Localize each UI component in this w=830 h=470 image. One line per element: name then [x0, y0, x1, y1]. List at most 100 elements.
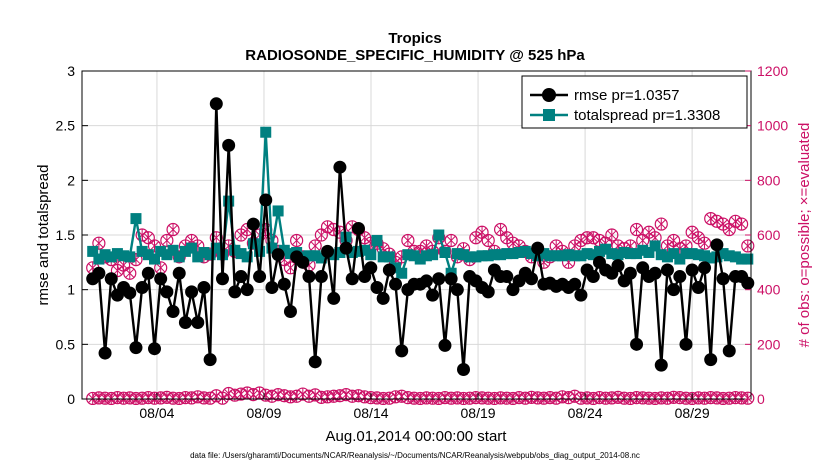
x-axis-label: Aug.01,2014 00:00:00 start: [326, 428, 508, 445]
rmse-point: [222, 138, 236, 152]
rmse-point: [741, 276, 755, 290]
totalspread-point: [643, 246, 655, 258]
rmse-point: [259, 193, 273, 207]
rmse-point: [426, 288, 440, 302]
totalspread-point: [550, 250, 562, 262]
legend-rmse-marker: [542, 88, 556, 102]
totalspread-point: [600, 243, 612, 255]
rmse-point: [574, 288, 588, 302]
rmse-point: [524, 272, 538, 286]
totalspread-point: [470, 251, 482, 263]
rmse-point: [123, 286, 137, 300]
legend: rmse pr=1.0357 totalspread pr=1.3308: [521, 75, 748, 129]
totalspread-point: [723, 250, 735, 262]
totalspread-point: [241, 251, 253, 263]
rmse-point: [135, 280, 149, 294]
rmse-point: [679, 337, 693, 351]
totalspread-point: [458, 249, 470, 261]
rmse-point: [104, 272, 118, 286]
obs-point: [735, 217, 749, 231]
totalspread-point: [569, 250, 581, 262]
totalspread-point: [476, 250, 488, 262]
x-tick-label: 08/14: [353, 405, 388, 421]
rmse-point: [178, 315, 192, 329]
y-tick-label: 2.5: [56, 118, 76, 134]
totalspread-point: [488, 249, 500, 261]
chart-title: Tropics: [388, 30, 441, 47]
chart-subtitle: RADIOSONDE_SPECIFIC_HUMIDITY @ 525 hPa: [245, 47, 585, 64]
rmse-point: [240, 283, 254, 297]
rmse-point: [215, 272, 229, 286]
x-axis: 08/04 08/09 08/14 08/19 08/24 08/29: [139, 393, 710, 421]
totalspread-point: [618, 246, 630, 258]
totalspread-point: [532, 250, 544, 262]
totalspread-point: [352, 245, 364, 257]
rmse-point: [586, 270, 600, 284]
totalspread-point: [186, 242, 198, 254]
totalspread-point: [495, 249, 507, 261]
rmse-point: [382, 263, 396, 277]
y2-tick-label: 200: [757, 336, 781, 352]
totalspread-point: [525, 248, 537, 260]
rmse-point: [395, 344, 409, 358]
totalspread-point: [99, 249, 111, 261]
totalspread-point: [229, 244, 241, 256]
rmse-point: [630, 337, 644, 351]
y2-tick-label: 800: [757, 172, 781, 188]
totalspread-point: [315, 252, 327, 264]
rmse-point: [691, 280, 705, 294]
totalspread-point: [439, 246, 451, 258]
obs-point: [166, 222, 180, 237]
rmse-point: [389, 277, 403, 291]
obs-point: [654, 217, 668, 231]
totalspread-point: [563, 249, 575, 261]
rmse-point: [444, 272, 458, 286]
totalspread-point: [105, 251, 117, 263]
totalspread-point: [575, 250, 587, 262]
obs-point: [710, 214, 724, 228]
y2-tick-label: 600: [757, 227, 781, 243]
totalspread-point: [556, 250, 568, 262]
rmse-point: [481, 285, 495, 299]
rmse-point: [364, 261, 378, 275]
totalspread-point: [377, 251, 389, 263]
obs-point: [481, 233, 495, 248]
totalspread-point: [655, 249, 667, 261]
totalspread-point: [328, 249, 340, 261]
totalspread-point: [198, 246, 210, 258]
left-y-axis: 0 0.5 1 1.5 2 2.5 3: [56, 63, 88, 407]
rmse-point: [345, 272, 359, 286]
totalspread-point: [396, 267, 408, 279]
rmse-point: [611, 259, 625, 273]
totalspread-point: [136, 245, 148, 257]
totalspread-point: [686, 248, 698, 260]
x-tick-label: 08/24: [568, 405, 603, 421]
x-tick-label: 08/04: [139, 405, 174, 421]
totalspread-point: [464, 251, 476, 263]
totalspread-point: [699, 250, 711, 262]
totalspread-point: [365, 249, 377, 261]
rmse-point: [154, 272, 168, 286]
y-tick-label: 1.5: [56, 227, 76, 243]
y-tick-label: 0.5: [56, 336, 76, 352]
y2-axis-label: # of obs: o=possible; ×=evaluated: [796, 123, 813, 348]
totalspread-point: [118, 250, 130, 262]
totalspread-point: [513, 246, 525, 258]
rmse-point: [98, 346, 112, 360]
rmse-point: [419, 274, 433, 288]
totalspread-point: [612, 249, 624, 261]
rmse-point: [704, 353, 718, 367]
totalspread-point: [130, 213, 142, 225]
totalspread-point: [420, 250, 432, 262]
totalspread-point: [371, 234, 383, 246]
totalspread-point: [142, 249, 154, 261]
totalspread-point: [155, 245, 167, 257]
legend-rmse-label: rmse pr=1.0357: [574, 87, 679, 104]
obs-point: [697, 236, 712, 250]
rmse-point: [370, 280, 384, 294]
rmse-point: [339, 241, 353, 255]
x-tick-label: 08/29: [675, 405, 710, 421]
legend-spread-marker: [543, 109, 555, 121]
obs-point: [629, 222, 644, 237]
